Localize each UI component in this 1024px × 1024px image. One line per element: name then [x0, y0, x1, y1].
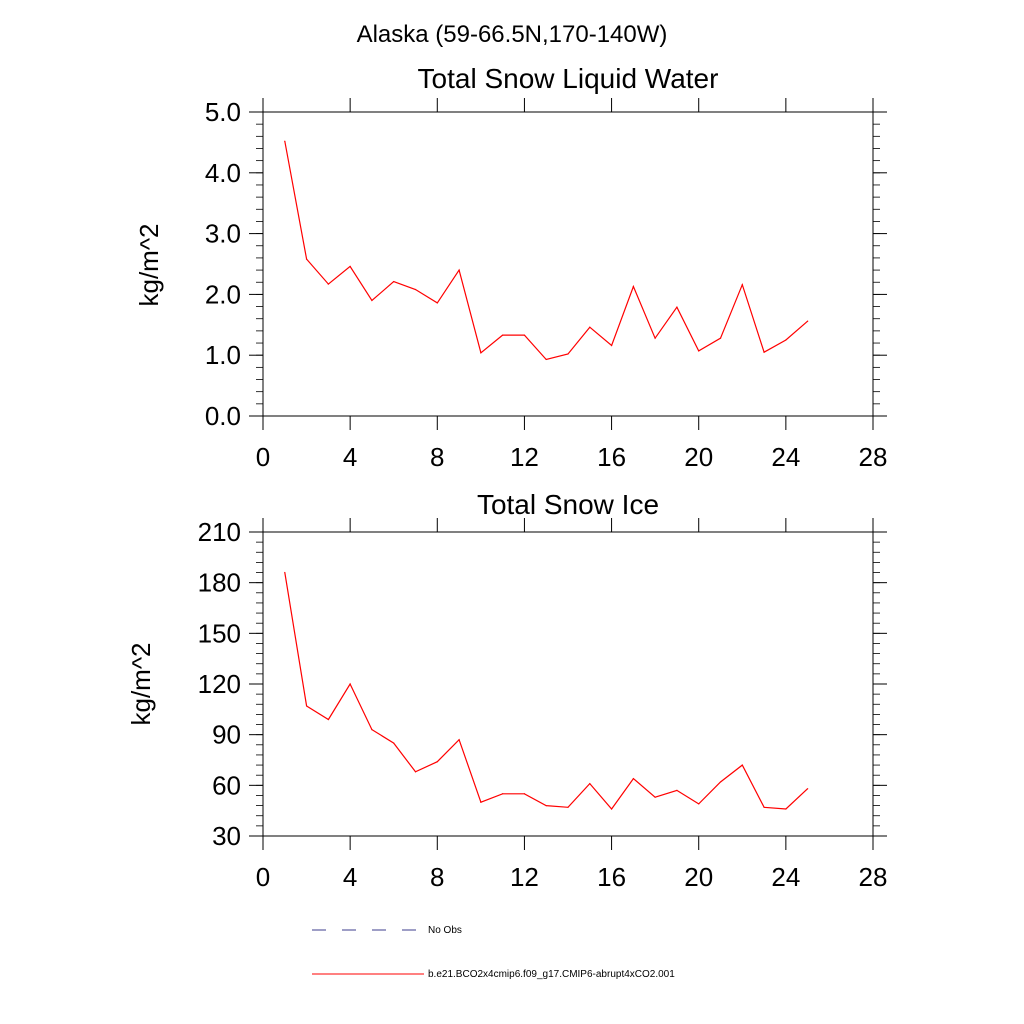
data-point — [763, 351, 765, 353]
data-point — [523, 334, 526, 336]
x-tick-label: 0 — [256, 442, 270, 472]
y-tick-label: 30 — [212, 821, 241, 851]
data-point — [567, 353, 569, 355]
data-point — [654, 796, 656, 798]
data-point — [393, 742, 395, 744]
data-point — [567, 806, 569, 808]
x-tick-label: 12 — [510, 442, 539, 472]
y-tick-label: 60 — [212, 770, 241, 800]
data-marks — [284, 140, 809, 361]
x-tick-label: 0 — [256, 862, 270, 892]
y-tick-label: 1.0 — [205, 340, 241, 370]
data-point — [807, 320, 809, 322]
x-tick-label: 12 — [510, 862, 539, 892]
data-marks — [284, 571, 809, 810]
data-point — [523, 793, 526, 795]
data-point — [719, 337, 722, 339]
data-point — [371, 299, 373, 302]
y-tick-label: 5.0 — [205, 97, 241, 127]
x-tick-label: 20 — [684, 862, 713, 892]
data-point — [284, 571, 286, 574]
x-tick-label: 16 — [597, 862, 626, 892]
data-point — [284, 140, 286, 142]
panel-title: Total Snow Ice — [477, 489, 659, 520]
data-point — [785, 808, 787, 810]
data-point — [741, 764, 743, 766]
data-point — [741, 284, 743, 286]
data-point — [545, 358, 547, 361]
data-point — [414, 288, 417, 291]
series-line — [284, 141, 808, 361]
y-tick-label: 2.0 — [205, 279, 241, 309]
data-point — [719, 781, 722, 783]
data-point — [414, 771, 417, 773]
data-point — [436, 302, 438, 304]
data-point — [458, 269, 460, 271]
legend: No Obs b.e21.BCO2x4cmip6.f09_g17.CMIP6-a… — [312, 925, 675, 980]
data-point — [480, 352, 482, 354]
x-tick-label: 16 — [597, 442, 626, 472]
data-point — [610, 808, 613, 810]
data-point — [349, 683, 351, 685]
panel-title: Total Snow Liquid Water — [418, 63, 719, 94]
axis-ticks: 0 4 8 12 16 20 24 28 30 60 90 120 150 180 210 — [198, 517, 888, 892]
data-point — [327, 283, 329, 285]
data-point — [676, 306, 678, 308]
y-axis-title: kg/m^2 — [134, 223, 164, 306]
data-point — [785, 339, 787, 341]
data-point — [393, 281, 395, 283]
data-point — [698, 803, 700, 805]
legend-label-no-obs: No Obs — [428, 925, 462, 936]
legend-label-model: b.e21.BCO2x4cmip6.f09_g17.CMIP6-abrupt4x… — [428, 969, 675, 980]
data-point — [545, 805, 547, 807]
y-tick-label: 0.0 — [205, 401, 241, 431]
y-tick-label: 150 — [198, 618, 241, 648]
plot-frame — [262, 531, 874, 837]
data-point — [305, 258, 308, 260]
data-point — [502, 793, 504, 795]
y-tick-label: 4.0 — [205, 158, 241, 188]
x-tick-label: 28 — [859, 442, 888, 472]
plot-frame — [262, 111, 874, 417]
data-point — [589, 783, 591, 785]
axis-ticks: 0 4 8 12 16 20 24 28 0.0 1.0 2.0 3.0 4.0 5.0 — [205, 97, 888, 472]
data-point — [458, 739, 460, 741]
x-tick-label: 20 — [684, 442, 713, 472]
x-tick-label: 4 — [343, 862, 357, 892]
data-point — [610, 344, 613, 347]
y-tick-label: 90 — [212, 720, 241, 750]
data-point — [502, 334, 504, 336]
data-point — [349, 265, 351, 268]
data-point — [807, 788, 809, 790]
data-point — [305, 705, 308, 707]
data-point — [371, 729, 373, 731]
series-line — [284, 572, 809, 810]
y-tick-label: 210 — [198, 517, 241, 547]
data-point — [763, 806, 765, 808]
data-point — [436, 761, 438, 763]
data-point — [632, 285, 634, 288]
panel-snow-liquid-water: Total Snow Liquid Water kg/m^2 0 4 8 12 16 20… — [134, 63, 887, 472]
data-point — [327, 718, 329, 721]
x-tick-label: 4 — [343, 442, 357, 472]
x-tick-label: 28 — [859, 862, 888, 892]
data-point — [632, 777, 634, 780]
x-tick-label: 24 — [771, 862, 800, 892]
suptitle: Alaska (59-66.5N,170-140W) — [357, 21, 668, 48]
y-tick-label: 180 — [198, 568, 241, 598]
panel-snow-ice: Total Snow Ice kg/m^2 0 4 8 12 16 20 24 28 30 60 9… — [126, 489, 887, 892]
y-tick-label: 3.0 — [205, 219, 241, 249]
x-tick-label: 24 — [771, 442, 800, 472]
x-tick-label: 8 — [430, 862, 444, 892]
data-point — [654, 337, 656, 339]
x-tick-label: 8 — [430, 442, 444, 472]
data-point — [676, 789, 678, 792]
data-point — [698, 350, 700, 352]
y-axis-title: kg/m^2 — [126, 642, 156, 725]
data-point — [589, 326, 591, 328]
y-tick-label: 120 — [198, 669, 241, 699]
data-point — [480, 801, 482, 803]
